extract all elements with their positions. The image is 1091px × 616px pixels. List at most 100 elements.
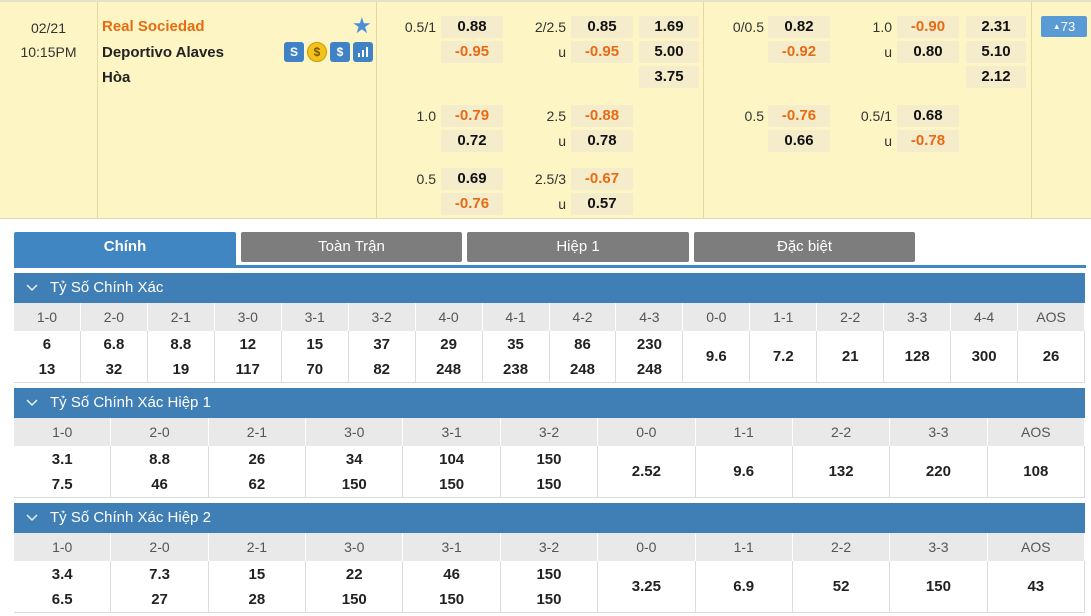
odds-value[interactable]: 238 [503, 360, 529, 378]
odds-value[interactable]: 150 [341, 590, 367, 608]
ft-handicap-away-odds[interactable]: -0.76 [441, 193, 503, 215]
odds-value[interactable]: 3.1 [51, 450, 73, 468]
ft-1x2-draw[interactable]: 3.75 [639, 66, 699, 88]
odds-value[interactable]: 248 [636, 360, 662, 378]
score-odds-cell[interactable]: 128 [884, 331, 952, 383]
odds-value[interactable]: 150 [536, 590, 562, 608]
odds-value[interactable]: 3.4 [51, 565, 73, 583]
odds-value[interactable]: 300 [971, 347, 997, 365]
score-odds-cell[interactable]: 6 13 [14, 331, 81, 383]
odds-value[interactable]: 6 [42, 335, 52, 353]
odds-value[interactable]: 150 [536, 475, 562, 493]
odds-value[interactable]: 29 [440, 335, 457, 353]
score-odds-cell[interactable]: 150 150 [500, 446, 599, 498]
ft-handicap-home-odds[interactable]: -0.79 [441, 105, 503, 127]
ht-under-odds[interactable]: -0.78 [897, 130, 959, 152]
score-odds-cell[interactable]: 7.2 [750, 331, 818, 383]
odds-value[interactable]: 150 [536, 450, 562, 468]
odds-value[interactable]: 248 [569, 360, 595, 378]
score-odds-cell[interactable]: 26 [1018, 331, 1085, 383]
tab-first-half[interactable]: Hiệp 1 [467, 232, 689, 262]
ft-under-odds[interactable]: 0.57 [571, 193, 633, 215]
odds-value[interactable]: 70 [306, 360, 324, 378]
odds-value[interactable]: 150 [439, 590, 465, 608]
score-odds-cell[interactable]: 3.1 7.5 [14, 446, 112, 498]
odds-value[interactable]: 8.8 [149, 450, 170, 468]
odds-value[interactable]: 104 [439, 450, 465, 468]
section-header[interactable]: Tỷ Số Chính Xác Hiệp 2 [14, 503, 1085, 533]
odds-value[interactable]: 220 [925, 462, 951, 480]
dollar-icon[interactable]: $ [330, 42, 350, 62]
away-team[interactable]: Deportivo Alaves [102, 44, 224, 61]
ft-under-odds[interactable]: 0.78 [571, 130, 633, 152]
score-odds-cell[interactable]: 8.8 46 [111, 446, 209, 498]
odds-value[interactable]: 6.8 [103, 335, 125, 353]
ht-handicap-away-odds[interactable]: 0.66 [768, 130, 830, 152]
odds-value[interactable]: 46 [151, 475, 168, 493]
score-odds-cell[interactable]: 86 248 [549, 331, 617, 383]
odds-value[interactable]: 43 [1027, 577, 1045, 595]
ht-over-odds[interactable]: 0.68 [897, 105, 959, 127]
odds-value[interactable]: 9.6 [733, 462, 755, 480]
odds-value[interactable]: 15 [248, 565, 266, 583]
ht-handicap-away-odds[interactable]: -0.92 [768, 41, 830, 63]
odds-value[interactable]: 19 [172, 360, 190, 378]
odds-value[interactable]: 22 [345, 565, 363, 583]
score-icon[interactable]: S [284, 42, 304, 62]
odds-value[interactable]: 230 [636, 335, 662, 353]
ft-over-odds[interactable]: -0.88 [571, 105, 633, 127]
odds-value[interactable]: 28 [248, 590, 266, 608]
odds-value[interactable]: 9.6 [705, 347, 727, 365]
odds-value[interactable]: 13 [38, 360, 56, 378]
score-odds-cell[interactable]: 8.8 19 [147, 331, 215, 383]
odds-value[interactable]: 32 [105, 360, 123, 378]
home-team[interactable]: Real Sociedad [102, 18, 205, 35]
score-odds-cell[interactable]: 34 150 [306, 446, 404, 498]
odds-value[interactable]: 35 [507, 335, 524, 353]
odds-value[interactable]: 6.9 [733, 577, 755, 595]
odds-value[interactable]: 27 [151, 590, 168, 608]
odds-value[interactable]: 7.2 [772, 347, 794, 365]
score-odds-cell[interactable]: 12 117 [214, 331, 282, 383]
odds-value[interactable]: 26 [248, 450, 266, 468]
tab-full-match[interactable]: Toàn Trận [241, 232, 462, 262]
ht-under-odds[interactable]: 0.80 [897, 41, 959, 63]
ft-handicap-home-odds[interactable]: 0.69 [441, 168, 503, 190]
score-odds-cell[interactable]: 108 [987, 446, 1085, 498]
ft-handicap-away-odds[interactable]: 0.72 [441, 130, 503, 152]
ft-1x2-away[interactable]: 5.00 [639, 41, 699, 63]
section-header[interactable]: Tỷ Số Chính Xác Hiệp 1 [14, 388, 1085, 418]
score-odds-cell[interactable]: 6.9 [695, 561, 793, 613]
ft-handicap-home-odds[interactable]: 0.88 [441, 16, 503, 38]
score-odds-cell[interactable]: 132 [792, 446, 891, 498]
score-odds-cell[interactable]: 150 [890, 561, 988, 613]
odds-value[interactable]: 248 [436, 360, 462, 378]
score-odds-cell[interactable]: 37 82 [348, 331, 416, 383]
score-odds-cell[interactable]: 15 70 [281, 331, 349, 383]
section-header[interactable]: Tỷ Số Chính Xác [14, 273, 1085, 303]
odds-value[interactable]: 26 [1042, 347, 1060, 365]
score-odds-cell[interactable]: 15 28 [208, 561, 307, 613]
odds-value[interactable]: 6.5 [51, 590, 73, 608]
ft-handicap-away-odds[interactable]: -0.95 [441, 41, 503, 63]
ht-1x2-away[interactable]: 5.10 [966, 41, 1026, 63]
odds-value[interactable]: 62 [248, 475, 266, 493]
ht-over-odds[interactable]: -0.90 [897, 16, 959, 38]
odds-value[interactable]: 150 [439, 475, 465, 493]
ft-over-odds[interactable]: -0.67 [571, 168, 633, 190]
odds-value[interactable]: 150 [925, 577, 951, 595]
score-odds-cell[interactable]: 35 238 [482, 331, 550, 383]
odds-value[interactable]: 117 [235, 360, 260, 378]
ft-1x2-home[interactable]: 1.69 [639, 16, 699, 38]
score-odds-cell[interactable]: 300 [951, 331, 1019, 383]
score-odds-cell[interactable]: 29 248 [415, 331, 483, 383]
score-odds-cell[interactable]: 2.52 [598, 446, 696, 498]
ht-1x2-home[interactable]: 2.31 [966, 16, 1026, 38]
odds-value[interactable]: 108 [1023, 462, 1049, 480]
ht-handicap-home-odds[interactable]: 0.82 [768, 16, 830, 38]
odds-value[interactable]: 8.8 [170, 335, 192, 353]
odds-value[interactable]: 15 [306, 335, 324, 353]
odds-value[interactable]: 46 [443, 565, 460, 583]
odds-value[interactable]: 12 [239, 335, 257, 353]
odds-value[interactable]: 86 [574, 335, 591, 353]
